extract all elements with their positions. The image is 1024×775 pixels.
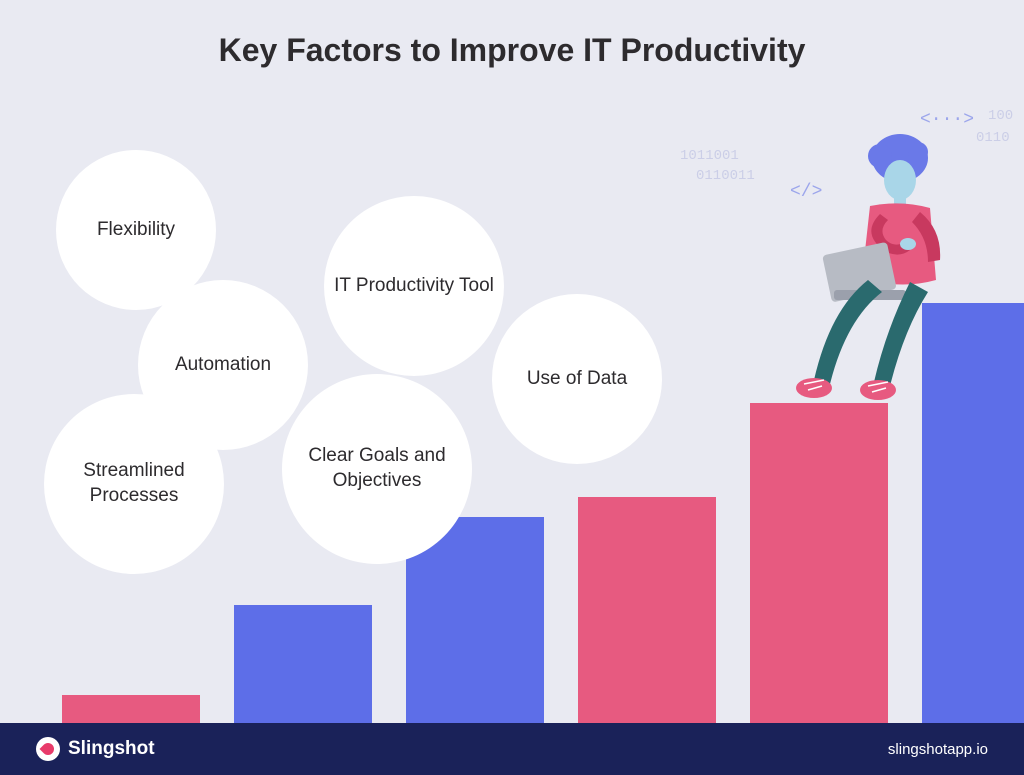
code-deco-4: 100 bbox=[988, 108, 1013, 124]
person-hand bbox=[900, 238, 916, 250]
code-deco-0: 1011001 bbox=[680, 148, 739, 164]
page-title: Key Factors to Improve IT Productivity bbox=[0, 32, 1024, 69]
bar-2 bbox=[234, 605, 372, 723]
bar-1 bbox=[62, 695, 200, 723]
bar-4 bbox=[578, 497, 716, 723]
factor-bubble-use-of-data: Use of Data bbox=[492, 294, 662, 464]
code-deco-3: <···> bbox=[920, 110, 974, 130]
footer-url: slingshotapp.io bbox=[888, 741, 988, 758]
factor-bubble-streamlined-processes: Streamlined Processes bbox=[44, 394, 224, 574]
person-illustration bbox=[790, 130, 1000, 430]
person-head bbox=[884, 160, 916, 200]
slingshot-icon bbox=[36, 737, 60, 761]
bar-5 bbox=[750, 403, 888, 723]
infographic-canvas: Key Factors to Improve IT Productivity F… bbox=[0, 0, 1024, 775]
brand-logo: Slingshot bbox=[36, 737, 155, 761]
footer-bar: Slingshot slingshotapp.io bbox=[0, 723, 1024, 775]
brand-name: Slingshot bbox=[68, 738, 155, 760]
factor-bubble-it-productivity-tool: IT Productivity Tool bbox=[324, 196, 504, 376]
code-deco-1: 0110011 bbox=[696, 168, 755, 184]
factor-bubble-clear-goals-and-objectives: Clear Goals and Objectives bbox=[282, 374, 472, 564]
